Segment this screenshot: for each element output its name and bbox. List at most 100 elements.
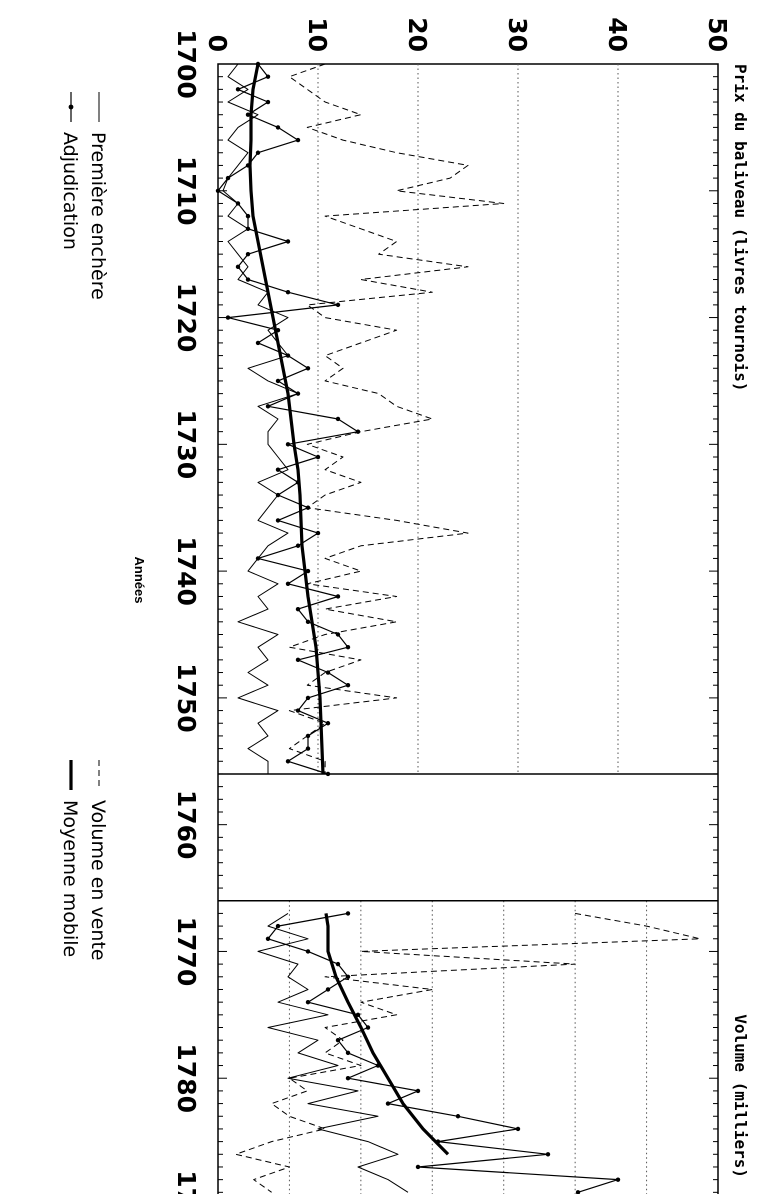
adjudication-point bbox=[245, 251, 251, 257]
adjudication-point bbox=[305, 746, 311, 751]
adjudication-point bbox=[335, 416, 341, 422]
adjudication-point bbox=[305, 949, 311, 954]
y-left-tick-label: 50 bbox=[703, 17, 732, 52]
adjudication-point bbox=[335, 1037, 341, 1043]
adjudication-point bbox=[245, 112, 251, 117]
adjudication-point bbox=[275, 467, 281, 472]
adjudication-point bbox=[545, 1152, 551, 1157]
adjudication-point bbox=[325, 987, 331, 992]
adjudication-point bbox=[235, 264, 241, 270]
adjudication-point bbox=[285, 353, 291, 358]
adjudication-point bbox=[415, 1164, 421, 1170]
x-tick-label: 1790 bbox=[172, 1170, 201, 1194]
series-line-thick-0 bbox=[248, 63, 325, 775]
adjudication-point bbox=[335, 302, 341, 308]
adjudication-point bbox=[325, 721, 331, 726]
adjudication-point bbox=[255, 150, 261, 155]
adjudication-point bbox=[265, 936, 271, 941]
adjudication-point bbox=[275, 492, 281, 498]
adjudication-point bbox=[285, 290, 291, 295]
adjudication-point bbox=[295, 391, 301, 396]
adjudication-point bbox=[305, 999, 311, 1005]
adjudication-point bbox=[285, 759, 291, 764]
plot-frame bbox=[217, 63, 719, 1194]
adjudication-point bbox=[335, 961, 341, 967]
x-tick-label: 1710 bbox=[172, 156, 201, 226]
adjudication-point bbox=[455, 1114, 461, 1119]
adjudication-point bbox=[235, 87, 241, 92]
y-left-tick-label: 40 bbox=[603, 17, 632, 52]
series-line-dashed-1 bbox=[235, 912, 701, 1193]
adjudication-point bbox=[285, 442, 291, 447]
adjudication-point bbox=[305, 733, 311, 739]
adjudication-point bbox=[295, 606, 301, 612]
adjudication-point bbox=[575, 1190, 581, 1194]
adjudication-point bbox=[345, 911, 351, 916]
adjudication-point bbox=[325, 670, 331, 675]
adjudication-point bbox=[245, 226, 251, 232]
x-tick-label: 1770 bbox=[172, 917, 201, 987]
x-tick-label: 1780 bbox=[172, 1043, 201, 1113]
x-tick-label: 1730 bbox=[172, 410, 201, 480]
adjudication-point bbox=[345, 1050, 351, 1056]
x-tick-label: 1760 bbox=[172, 790, 201, 860]
legend-dot bbox=[68, 104, 74, 110]
adjudication-point bbox=[275, 378, 281, 384]
adjudication-point bbox=[225, 315, 231, 320]
x-tick-label: 1750 bbox=[172, 663, 201, 733]
adjudication-point bbox=[355, 1012, 361, 1018]
series-line-thin-1 bbox=[257, 912, 409, 1193]
adjudication-point bbox=[255, 556, 261, 561]
series-line-thin-0 bbox=[222, 63, 299, 774]
adjudication-point bbox=[305, 366, 311, 371]
adjudication-point bbox=[245, 277, 251, 282]
series-line-thick-1 bbox=[324, 913, 450, 1156]
adjudication-point bbox=[345, 683, 351, 688]
legend-label: Moyenne mobile bbox=[59, 800, 81, 957]
adjudication-point bbox=[305, 695, 311, 701]
adjudication-point bbox=[265, 74, 271, 79]
adjudication-point bbox=[365, 1025, 371, 1030]
y-left-tick-label: 10 bbox=[303, 17, 332, 52]
adjudication-point bbox=[225, 175, 231, 181]
adjudication-point bbox=[285, 581, 291, 586]
adjudication-point bbox=[315, 530, 321, 536]
adjudication-point bbox=[235, 201, 241, 206]
adjudication-point bbox=[335, 594, 341, 599]
adjudication-point bbox=[345, 644, 351, 650]
adjudication-point bbox=[255, 340, 261, 346]
adjudication-point bbox=[265, 99, 271, 105]
adjudication-point bbox=[245, 213, 251, 219]
adjudication-point bbox=[305, 568, 311, 574]
adjudication-point bbox=[295, 137, 301, 143]
series-line-dashed-0 bbox=[288, 63, 505, 774]
adjudication-point bbox=[295, 543, 301, 548]
adjudication-point bbox=[275, 125, 281, 130]
x-axis-label: Années bbox=[132, 557, 147, 604]
y-left-tick-label: 30 bbox=[503, 17, 532, 52]
legend-label: Première enchère bbox=[87, 132, 109, 300]
adjudication-point bbox=[275, 923, 281, 929]
legend-label: Volume en vente bbox=[87, 800, 109, 961]
left-axis-title: Prix du baliveau (livres tournois) bbox=[731, 64, 750, 392]
adjudication-point bbox=[515, 1126, 521, 1132]
adjudication-point bbox=[305, 619, 311, 625]
adjudication-point bbox=[335, 632, 341, 637]
adjudication-point bbox=[295, 657, 301, 663]
adjudication-point bbox=[285, 239, 291, 244]
adjudication-point bbox=[415, 1088, 421, 1094]
adjudication-point bbox=[315, 454, 321, 460]
adjudication-point bbox=[265, 404, 271, 409]
adjudication-point bbox=[345, 1076, 351, 1081]
adjudication-point bbox=[325, 771, 331, 777]
adjudication-point bbox=[385, 1101, 391, 1106]
adjudication-point bbox=[275, 518, 281, 523]
y-left-tick-label: 20 bbox=[403, 17, 432, 52]
x-tick-label: 1740 bbox=[172, 536, 201, 606]
legend-label: Adjudication bbox=[59, 132, 81, 250]
x-tick-label: 1720 bbox=[172, 283, 201, 353]
x-tick-label: 1700 bbox=[172, 29, 201, 99]
right-axis-title: Volume (milliers) bbox=[731, 1014, 750, 1178]
y-left-tick-label: 0 bbox=[203, 35, 232, 52]
